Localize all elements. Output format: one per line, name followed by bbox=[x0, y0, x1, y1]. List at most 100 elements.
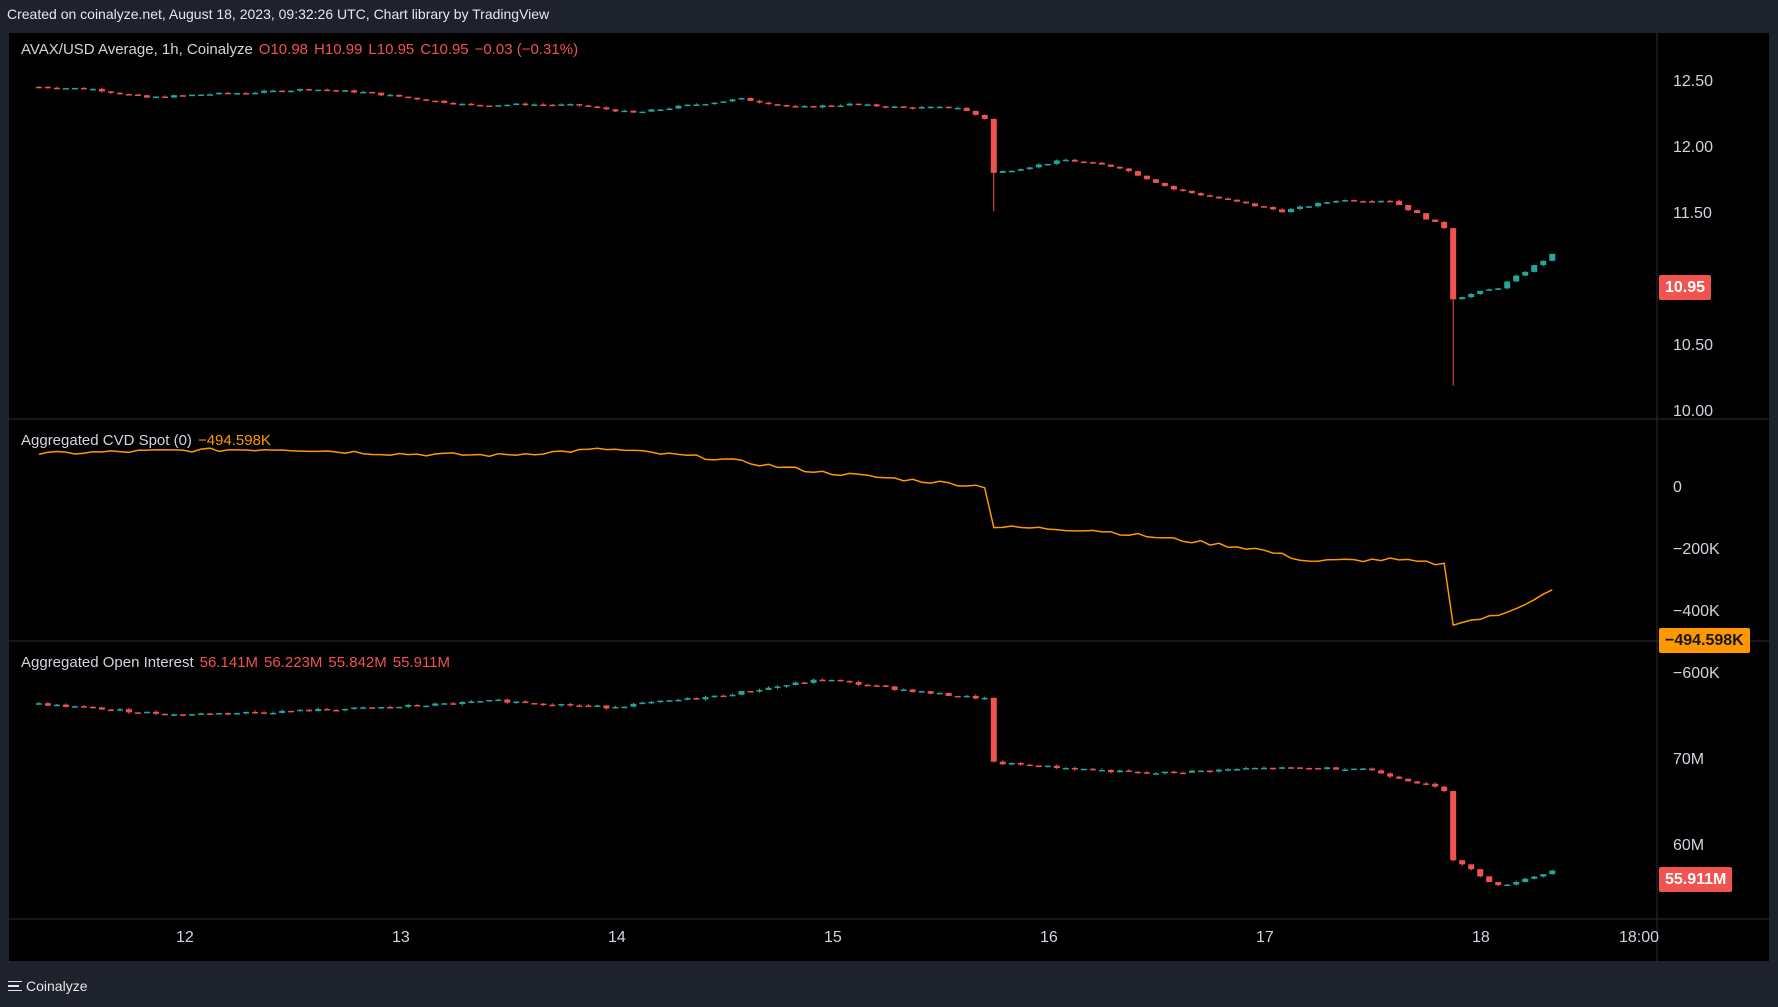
price-tick-label: 11.50 bbox=[1673, 205, 1712, 222]
price-tick-label: 12.00 bbox=[1673, 139, 1714, 156]
time-tick-label: 14 bbox=[608, 929, 626, 946]
price-candle bbox=[495, 105, 502, 107]
chart-svg[interactable] bbox=[9, 33, 1769, 961]
oi-candle bbox=[990, 697, 997, 762]
price-candle bbox=[1504, 281, 1511, 289]
oi-candle bbox=[1513, 881, 1520, 885]
price-candle bbox=[819, 105, 826, 108]
price-candle bbox=[324, 89, 331, 92]
price-candle bbox=[1396, 200, 1403, 206]
oi-candle bbox=[495, 699, 502, 702]
oi-candle bbox=[1297, 767, 1304, 769]
price-candle bbox=[837, 105, 844, 108]
price-candle bbox=[89, 88, 96, 91]
oi-candle bbox=[756, 689, 763, 692]
price-candle bbox=[765, 102, 772, 105]
price-candle bbox=[1495, 288, 1502, 290]
price-candle bbox=[1098, 162, 1105, 165]
oi-candle bbox=[1450, 790, 1457, 861]
menu-icon[interactable] bbox=[8, 980, 22, 992]
price-candle bbox=[1315, 203, 1322, 207]
oi-candle bbox=[846, 680, 853, 683]
price-candle bbox=[180, 95, 187, 97]
footer-brand-label: Coinalyze bbox=[26, 978, 88, 994]
oi-candle bbox=[963, 695, 970, 698]
price-candle bbox=[549, 104, 556, 107]
price-candle bbox=[1423, 213, 1430, 220]
oi-candle bbox=[1531, 876, 1538, 879]
oi-candle bbox=[171, 714, 177, 716]
price-candle bbox=[1107, 164, 1114, 167]
price-candle bbox=[675, 105, 682, 109]
price-candle bbox=[711, 102, 718, 105]
time-tick-label: 16 bbox=[1040, 929, 1058, 946]
oi-candle bbox=[1224, 769, 1231, 771]
price-candle bbox=[1333, 200, 1340, 203]
price-candle bbox=[1071, 159, 1078, 162]
oi-candle bbox=[378, 707, 385, 709]
price-candle bbox=[405, 96, 412, 99]
time-tick-label: 12 bbox=[176, 929, 194, 946]
price-candle bbox=[1161, 182, 1168, 186]
price-candle bbox=[1242, 201, 1249, 204]
cvd-line bbox=[38, 447, 1553, 627]
price-candle bbox=[71, 87, 78, 90]
oi-candle bbox=[297, 709, 304, 712]
price-candle bbox=[1062, 159, 1069, 162]
oi-candle bbox=[567, 704, 574, 706]
price-candle bbox=[873, 104, 880, 107]
price-candle bbox=[1324, 202, 1331, 204]
price-legend-high: H10.99 bbox=[314, 41, 363, 58]
price-candle bbox=[1170, 185, 1177, 190]
price-candle bbox=[558, 104, 565, 106]
oi-candle bbox=[864, 684, 871, 687]
price-candle bbox=[315, 89, 322, 92]
price-candle bbox=[171, 95, 177, 98]
chart-area[interactable]: AVAX/USD Average, 1h, Coinalyze O10.98 H10… bbox=[9, 33, 1769, 961]
footer-brand[interactable]: Coinalyze bbox=[8, 978, 87, 994]
cvd-tick-label: −200K bbox=[1673, 541, 1720, 558]
price-candle bbox=[954, 107, 961, 110]
oi-candle bbox=[1270, 767, 1277, 770]
oi-candle bbox=[1215, 769, 1222, 772]
oi-candle bbox=[1026, 764, 1033, 767]
price-candle bbox=[44, 86, 51, 89]
time-tick-label: 17 bbox=[1256, 929, 1274, 946]
oi-candle bbox=[1206, 770, 1213, 773]
price-candle bbox=[720, 101, 727, 103]
price-candle bbox=[486, 105, 493, 107]
oi-legend-high: 56.223M bbox=[264, 654, 323, 671]
price-candle bbox=[774, 104, 781, 106]
oi-candle bbox=[702, 697, 709, 700]
oi-candle bbox=[1179, 772, 1186, 775]
oi-candle bbox=[603, 705, 610, 709]
oi-candle bbox=[1143, 772, 1150, 774]
footer: Coinalyze bbox=[0, 968, 1778, 1007]
price-candle bbox=[432, 100, 439, 103]
oi-candle bbox=[44, 703, 51, 706]
oi-candle bbox=[1188, 770, 1195, 773]
oi-candle bbox=[1414, 781, 1421, 784]
oi-candle bbox=[107, 709, 114, 712]
price-candle bbox=[441, 100, 448, 103]
oi-candle bbox=[1252, 767, 1258, 770]
price-candle bbox=[1134, 171, 1141, 176]
oi-candle bbox=[918, 691, 925, 693]
oi-candle bbox=[891, 686, 898, 690]
oi-candle bbox=[1053, 765, 1060, 769]
oi-candle bbox=[1116, 770, 1123, 773]
price-candle bbox=[1414, 210, 1421, 214]
oi-candle bbox=[585, 705, 592, 707]
oi-candle bbox=[792, 682, 799, 686]
price-candle bbox=[125, 94, 132, 96]
price-candle bbox=[981, 114, 988, 119]
oi-candle bbox=[684, 698, 691, 700]
oi-candle bbox=[198, 713, 205, 715]
price-candle bbox=[603, 107, 610, 110]
price-candle bbox=[351, 90, 358, 93]
oi-candle bbox=[486, 699, 493, 702]
price-legend-title: AVAX/USD Average, 1h, Coinalyze bbox=[21, 41, 253, 58]
price-candle bbox=[1405, 205, 1412, 211]
oi-candle bbox=[1242, 768, 1249, 770]
price-legend-low: L10.95 bbox=[368, 41, 415, 58]
